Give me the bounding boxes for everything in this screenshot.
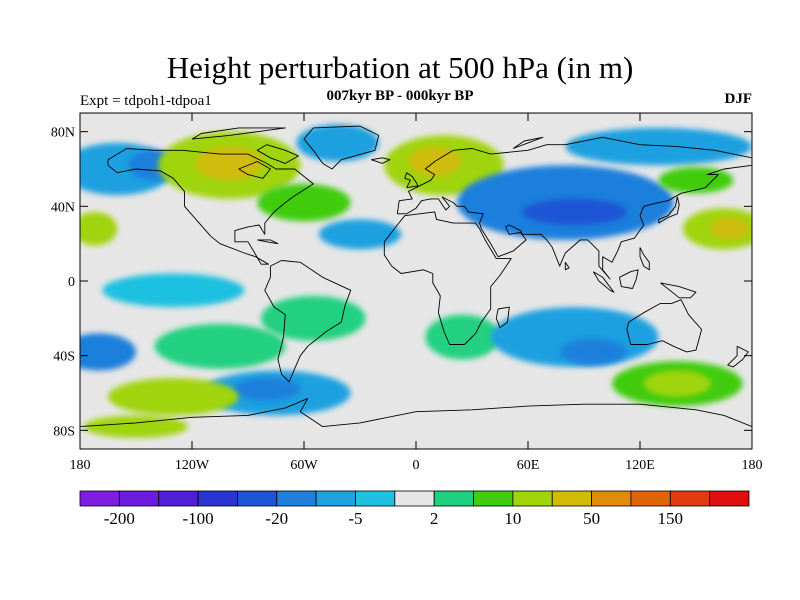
colorbar-swatch bbox=[197, 490, 238, 507]
region-tropical-pacific-blue bbox=[102, 273, 245, 308]
colorbar-label: -200 bbox=[104, 509, 135, 528]
coastline-north-america bbox=[107, 148, 314, 265]
region-s-america-south-darkblue bbox=[233, 378, 301, 401]
x-tick-label: 60E bbox=[517, 458, 540, 473]
colorbar-swatch bbox=[237, 490, 278, 507]
colorbar-swatch bbox=[276, 490, 317, 507]
colorbar-swatch bbox=[158, 490, 199, 507]
x-tick-label: 180 bbox=[70, 458, 91, 473]
region-s-ocean-yellow-east bbox=[643, 370, 711, 397]
coastline-philippines bbox=[639, 247, 650, 271]
coastline-africa bbox=[383, 211, 512, 345]
colorbar-swatch bbox=[394, 490, 435, 507]
coastline-south-america bbox=[264, 260, 352, 383]
y-tick-label: 80S bbox=[53, 424, 75, 439]
colorbar-swatch bbox=[355, 490, 396, 507]
coastline-cuba bbox=[257, 239, 279, 245]
region-arctic-asia-blue bbox=[565, 127, 752, 166]
x-tick-label: 0 bbox=[413, 458, 420, 473]
region-indian-ocean-darkblue bbox=[559, 338, 627, 365]
coastline-iceland bbox=[371, 157, 391, 164]
coastline-uk bbox=[404, 172, 419, 189]
region-asia-darkblue bbox=[522, 198, 627, 225]
y-tick-label: 80N bbox=[51, 126, 75, 141]
region-s-pacific-blue-west bbox=[80, 333, 136, 371]
coastline-hudson-bay bbox=[238, 161, 271, 179]
colorbar-swatch bbox=[630, 490, 671, 507]
colorbar-label: -5 bbox=[348, 509, 362, 528]
colorbar-label: 2 bbox=[430, 509, 439, 528]
region-s-america-green bbox=[261, 295, 366, 341]
coastline-australia bbox=[626, 299, 703, 353]
region-greenland-blue bbox=[296, 124, 379, 162]
map-title: Height perturbation at 500 hPa (in m) bbox=[166, 50, 634, 85]
coastline-baffin bbox=[256, 144, 299, 164]
x-tick-label: 120E bbox=[625, 458, 655, 473]
x-tick-label: 120W bbox=[175, 458, 210, 473]
colorbar-swatch bbox=[79, 490, 120, 507]
coastline-eurasia bbox=[396, 136, 752, 280]
region-antarctic-yellow bbox=[83, 415, 189, 438]
coastline-novaya-zemlya bbox=[512, 136, 544, 149]
coastline-arctic-islands bbox=[191, 127, 286, 140]
coastline-borneo bbox=[619, 269, 639, 289]
coastline-japan bbox=[658, 196, 680, 224]
colorbar-swatch bbox=[433, 490, 474, 507]
y-tick-label: 40N bbox=[51, 200, 75, 215]
colorbar: -200 -100 -20 -5 2 10 50 150 bbox=[79, 490, 750, 528]
coastline-sumatra bbox=[592, 271, 615, 293]
x-tick-label: 180 bbox=[742, 458, 763, 473]
y-tick-label: 0 bbox=[68, 275, 75, 290]
axis-ticks: 180 120W 60W 0 60E 120E 180 80N 40N 0 40S 80S bbox=[51, 113, 763, 473]
colorbar-swatch bbox=[473, 490, 514, 507]
experiment-label: Expt = tdpoh1-tdpoa1 bbox=[80, 93, 212, 109]
map-subtitle: 007kyr BP - 000kyr BP bbox=[326, 88, 474, 104]
region-s-pacific-green-east bbox=[154, 323, 286, 369]
region-canada-gold bbox=[195, 146, 263, 181]
coastlines bbox=[80, 125, 752, 428]
region-s-ocean-yellow-west bbox=[107, 378, 239, 416]
colorbar-label: -100 bbox=[182, 509, 213, 528]
coastline-new-guinea bbox=[660, 282, 697, 299]
colorbar-swatch bbox=[591, 490, 632, 507]
y-tick-label: 40S bbox=[53, 350, 75, 365]
colorbar-label: -20 bbox=[265, 509, 288, 528]
colorbar-label: 10 bbox=[504, 509, 521, 528]
x-tick-label: 60W bbox=[290, 458, 318, 473]
colorbar-swatch bbox=[709, 490, 750, 507]
coastline-antarctica bbox=[80, 398, 752, 428]
coastline-new-zealand bbox=[727, 345, 749, 368]
colorbar-swatch bbox=[512, 490, 553, 507]
colorbar-label: 150 bbox=[658, 509, 684, 528]
colorbar-label: 50 bbox=[583, 509, 600, 528]
region-w-pacific-gold bbox=[710, 217, 749, 240]
colorbar-swatch bbox=[551, 490, 592, 507]
colorbar-swatch bbox=[118, 490, 160, 507]
season-label: DJF bbox=[724, 91, 753, 107]
region-siberia-green bbox=[658, 167, 734, 194]
region-africa-green bbox=[425, 314, 500, 360]
coastline-madagascar bbox=[495, 306, 510, 329]
coastline-sri-lanka bbox=[564, 262, 570, 271]
colorbar-swatch bbox=[669, 490, 711, 507]
coastline-greenland bbox=[303, 125, 380, 170]
region-atlantic-blue bbox=[318, 219, 402, 250]
colorbar-swatch bbox=[315, 490, 356, 507]
region-n-atlantic-green bbox=[257, 183, 351, 222]
region-e-pacific-yellow bbox=[80, 211, 118, 246]
